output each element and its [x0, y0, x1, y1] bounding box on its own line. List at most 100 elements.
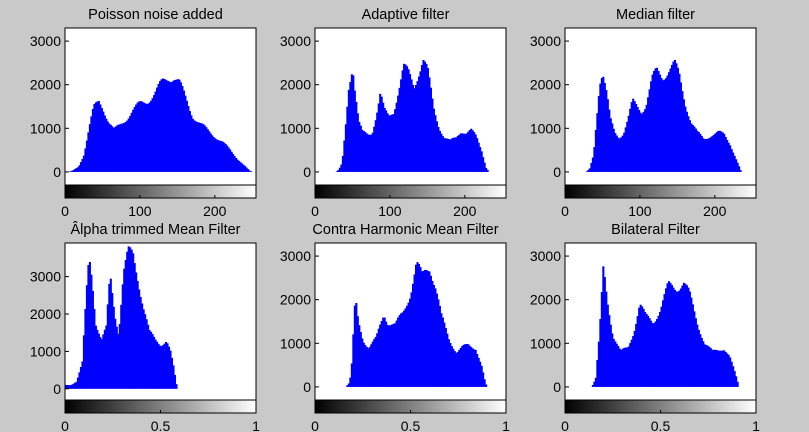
histogram-bar [221, 141, 224, 172]
histogram-bar [365, 346, 368, 387]
histogram-bar [706, 138, 709, 172]
histogram-bar [656, 67, 659, 172]
y-tick-label: 2000 [280, 292, 311, 308]
histogram-bar [476, 354, 479, 387]
histogram-bar [636, 316, 639, 387]
histogram-panel-1: 0 1000 2000 3000 0 100 200 Poisson noise added [30, 7, 257, 219]
histogram-bar [726, 139, 729, 172]
histogram-bar [382, 102, 385, 172]
histogram-bar [371, 132, 374, 172]
histogram-bar [620, 137, 623, 172]
histogram-bar [121, 123, 124, 172]
histogram-bar [477, 142, 480, 172]
histogram-bar [391, 114, 394, 172]
histogram-bar [377, 103, 380, 172]
histogram-bar [648, 318, 651, 387]
histogram-bar [470, 347, 473, 387]
histogram-bar [609, 324, 612, 387]
histogram-bar [365, 133, 368, 172]
grayscale-colorbar [64, 184, 257, 199]
histogram-bar [697, 329, 700, 387]
histogram-bar [96, 329, 99, 389]
histogram-bar [682, 99, 685, 172]
histogram-bar [229, 149, 232, 172]
histogram-bar [368, 134, 371, 172]
histogram-bar [170, 357, 174, 389]
histogram-bar [696, 130, 699, 172]
y-tick-label: 2000 [530, 77, 561, 93]
histogram-bar [702, 341, 705, 387]
histogram-bar [220, 141, 223, 172]
histogram-bars [67, 78, 253, 172]
histogram-bar [416, 262, 419, 387]
histogram-bar [617, 346, 620, 387]
histogram-bar [449, 342, 452, 387]
histogram-bar [679, 288, 682, 387]
histogram-bar [145, 103, 148, 172]
histogram-bar [108, 283, 111, 389]
histogram-bar [453, 351, 456, 387]
histogram-bar [172, 365, 175, 389]
histogram-bar [199, 122, 202, 172]
histogram-bar [404, 64, 407, 172]
histogram-bar [411, 283, 415, 387]
histogram-bar [633, 101, 636, 172]
histogram-bar [85, 285, 88, 389]
y-tick-label: 2000 [280, 77, 311, 93]
histogram-bar [397, 317, 400, 387]
histogram-bar [91, 290, 94, 389]
histogram-bar [644, 312, 647, 387]
histogram-bar [480, 151, 483, 172]
y-tick-label: 0 [53, 164, 61, 180]
histogram-bar [462, 133, 465, 172]
histogram-bar [426, 68, 430, 172]
x-tick-label: 200 [703, 203, 727, 219]
histogram-bar [156, 87, 159, 172]
histogram-bar [411, 84, 415, 172]
histogram-bar [711, 136, 714, 172]
y-tick-label: 3000 [280, 248, 311, 264]
histogram-bar [70, 384, 74, 389]
histogram-bar [417, 263, 421, 387]
histogram-bar [156, 341, 159, 389]
histogram-bar [723, 350, 726, 387]
histogram-bar [353, 305, 356, 387]
histogram-bar [444, 138, 447, 172]
histogram-bar [233, 156, 236, 172]
histogram-bar [638, 307, 641, 387]
histogram-bar [724, 136, 727, 172]
histogram-bar [163, 343, 166, 389]
histogram-bar [123, 268, 126, 389]
histogram-bar [611, 333, 614, 387]
histogram-bar [96, 101, 99, 172]
panel-title: Âlpha trimmed Mean Filter [70, 221, 240, 238]
histogram-bar [167, 346, 171, 389]
histogram-bar [630, 339, 633, 387]
panel-title: Adaptive filter [362, 7, 450, 23]
histogram-bar [479, 147, 482, 172]
histogram-bar [455, 137, 458, 172]
histogram-bar [120, 304, 123, 389]
histogram-bar [147, 324, 150, 389]
histogram-bar [706, 345, 709, 387]
histogram-bar [651, 74, 654, 172]
histogram-bar [151, 334, 154, 389]
histogram-bar [635, 103, 638, 172]
histogram-bar [685, 285, 688, 387]
y-tick-label: 3000 [530, 33, 561, 49]
histogram-bar [422, 60, 425, 172]
histogram-bar [361, 338, 364, 387]
histogram-bar [346, 385, 349, 387]
histogram-bar [120, 123, 123, 172]
x-tick-label: 0.5 [151, 418, 171, 432]
histogram-bar [700, 337, 703, 387]
histogram-bar [417, 76, 421, 172]
histogram-bar [211, 135, 214, 172]
histogram-bar [726, 353, 729, 387]
histogram-bar [395, 102, 398, 172]
histogram-bar [650, 320, 653, 387]
histogram-bar [705, 139, 708, 172]
histogram-bar [654, 321, 657, 387]
histogram-bar [352, 334, 355, 387]
histogram-bar [245, 167, 248, 172]
